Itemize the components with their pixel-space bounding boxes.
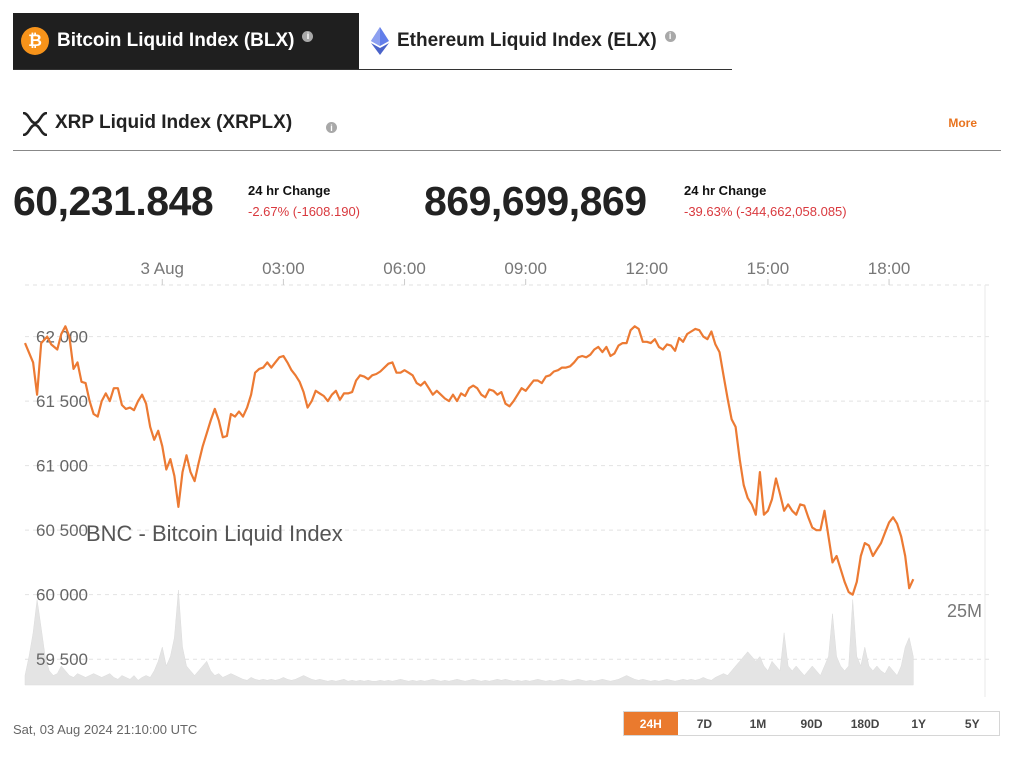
range-1y[interactable]: 1Y: [911, 716, 927, 731]
range-90d[interactable]: 90D: [800, 716, 823, 731]
y-tick-label: 61 500: [36, 392, 88, 411]
range-24h[interactable]: 24H: [624, 712, 678, 735]
tab-label: Ethereum Liquid Index (ELX): [397, 30, 657, 51]
x-tick-label: 15:00: [747, 259, 790, 278]
x-tick-label: 03:00: [262, 259, 305, 278]
volume-change-value: -39.63% (-344,662,058.085): [684, 204, 847, 219]
x-tick-label: 09:00: [504, 259, 547, 278]
volume-value: 869,699,869: [424, 178, 647, 224]
range-180d[interactable]: 180D: [850, 716, 880, 731]
timestamp: Sat, 03 Aug 2024 21:10:00 UTC: [13, 722, 198, 737]
info-icon[interactable]: i: [302, 30, 314, 42]
x-tick-label: 06:00: [383, 259, 426, 278]
chart-title: BNC - Bitcoin Liquid Index: [86, 521, 343, 546]
range-7d[interactable]: 7D: [696, 716, 713, 731]
y-tick-label: 60 000: [36, 586, 88, 605]
tab-label: Bitcoin Liquid Index (BLX): [57, 30, 295, 51]
bitcoin-icon: ₿: [21, 27, 49, 55]
x-tick-label: 12:00: [626, 259, 669, 278]
tab-xrp-liquid-index[interactable]: XRP Liquid Index (XRPLX): [55, 112, 293, 133]
y-tick-label: 61 000: [36, 457, 88, 476]
volume-change-title: 24 hr Change: [684, 183, 767, 198]
price-series-line: [23, 325, 915, 596]
range-1m[interactable]: 1M: [749, 716, 767, 731]
tab-bitcoin-liquid-index[interactable]: ₿ Bitcoin Liquid Index (BLX) i: [13, 13, 359, 69]
x-tick-label: 18:00: [868, 259, 911, 278]
x-tick-label: 3 Aug: [141, 259, 185, 278]
info-icon[interactable]: i: [326, 122, 337, 133]
price-value: 60,231.848: [13, 178, 214, 224]
xrp-row: XRP Liquid Index (XRPLX) i More: [13, 100, 1001, 151]
range-5y[interactable]: 5Y: [964, 716, 980, 731]
ethereum-icon: [371, 27, 389, 55]
more-link[interactable]: More: [948, 116, 977, 130]
tab-ethereum-liquid-index[interactable]: Ethereum Liquid Index (ELX) i: [359, 13, 732, 69]
info-icon[interactable]: i: [664, 30, 676, 42]
index-tabs: ₿ Bitcoin Liquid Index (BLX) i Ethereum …: [13, 13, 732, 70]
range-selector: 24H 7D 1M 90D 180D 1Y 5Y: [623, 711, 1000, 736]
price-change-title: 24 hr Change: [248, 183, 331, 198]
price-change-value: -2.67% (-1608.190): [248, 204, 361, 219]
y-tick-label: 59 500: [36, 650, 88, 669]
volume-area: [24, 589, 914, 686]
xrp-icon[interactable]: [21, 112, 49, 136]
y-tick-label: 60 500: [36, 521, 88, 540]
volume-scale-label: 25M: [947, 601, 982, 621]
